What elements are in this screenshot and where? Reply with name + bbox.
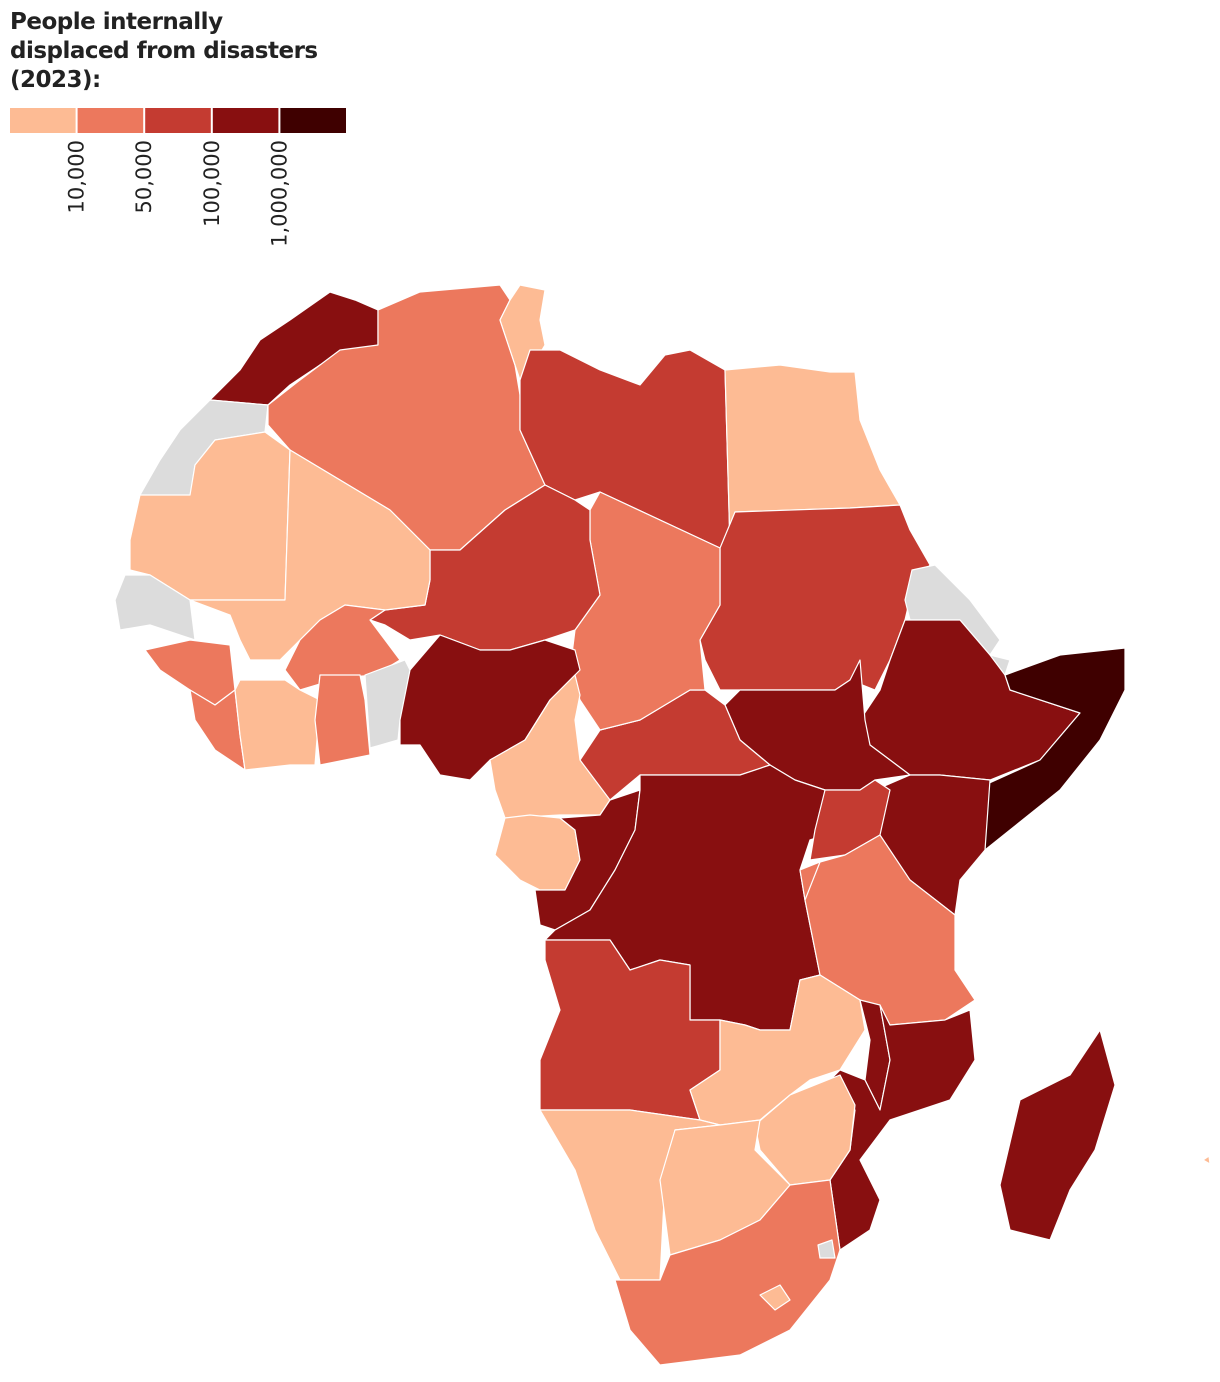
country xyxy=(314,674,371,766)
country xyxy=(114,574,196,641)
legend-tick-label: 10,000 xyxy=(65,140,89,213)
legend-tick-label: 100,000 xyxy=(200,140,224,227)
country xyxy=(984,647,1126,851)
country xyxy=(759,1284,791,1311)
country xyxy=(494,814,581,891)
legend-swatch xyxy=(10,108,76,133)
countries xyxy=(114,284,1211,1366)
legend-swatch xyxy=(212,108,279,133)
legend-swatch xyxy=(145,108,211,133)
country xyxy=(129,431,291,601)
country xyxy=(999,1029,1116,1241)
legend-tick-label: 1,000,000 xyxy=(267,140,291,247)
country xyxy=(144,639,236,706)
country xyxy=(234,679,321,771)
country xyxy=(614,1179,841,1366)
country xyxy=(817,1239,836,1259)
legend-tick-label: 50,000 xyxy=(132,140,156,213)
legend-swatch xyxy=(280,108,346,133)
map-title: People internally displaced from disaste… xyxy=(10,9,318,93)
country xyxy=(284,604,401,691)
country xyxy=(1202,1155,1211,1165)
legend-swatch xyxy=(77,108,144,133)
country xyxy=(819,1004,976,1251)
